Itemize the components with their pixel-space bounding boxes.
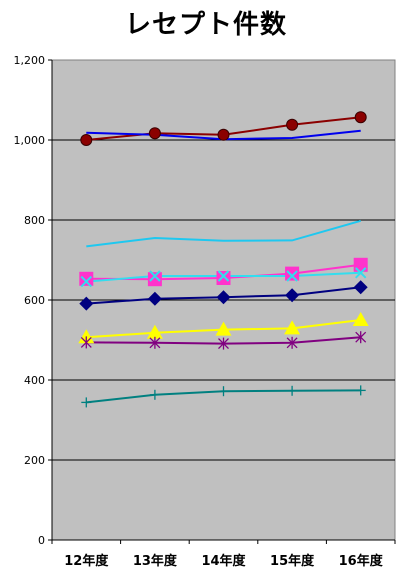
series-markers-8	[80, 331, 367, 350]
circle-marker	[148, 127, 161, 140]
square-marker	[216, 271, 231, 285]
y-tick-label: 400	[24, 374, 45, 387]
plus-marker	[355, 385, 366, 396]
x-marker	[80, 275, 93, 288]
square-marker	[353, 257, 368, 272]
x-tick-label: 13年度	[133, 553, 178, 569]
circle-marker	[80, 134, 93, 146]
plus-marker	[218, 386, 229, 397]
y-tick-label: 200	[24, 454, 45, 467]
asterisk-marker	[218, 337, 229, 350]
series-markers-5	[80, 267, 367, 288]
triangle-marker	[146, 324, 163, 339]
y-tick-label: 600	[24, 294, 45, 307]
x-marker	[354, 267, 367, 279]
x-tick-label: 12年度	[64, 553, 109, 569]
triangle-marker	[78, 329, 95, 344]
y-tick-label: 0	[38, 534, 45, 547]
x-marker	[149, 270, 161, 282]
triangle-marker	[284, 320, 301, 335]
plus-marker	[287, 385, 298, 396]
series-line-3	[86, 219, 361, 248]
square-marker	[285, 266, 300, 281]
asterisk-marker	[286, 336, 298, 349]
diamond-marker	[216, 290, 231, 305]
diamond-marker	[79, 296, 94, 311]
y-tick-label: 1,200	[14, 54, 46, 67]
y-tick-label: 1,000	[14, 134, 46, 147]
circle-marker	[354, 111, 367, 124]
x-tick-label: 16年度	[339, 553, 384, 569]
asterisk-marker	[355, 331, 367, 344]
plus-marker	[149, 389, 160, 400]
y-tick-label: 800	[24, 214, 45, 227]
x-tick-label: 15年度	[270, 553, 315, 569]
plus-marker	[81, 397, 92, 408]
diamond-marker	[147, 291, 162, 306]
asterisk-marker	[149, 336, 161, 349]
asterisk-marker	[80, 336, 92, 349]
diamond-marker	[353, 280, 368, 295]
square-marker	[79, 271, 94, 286]
triangle-marker	[352, 312, 369, 326]
x-tick-label: 14年度	[201, 553, 246, 569]
series-markers	[78, 111, 369, 408]
x-marker	[286, 270, 298, 282]
series-markers-9	[81, 385, 366, 408]
series-markers-7	[78, 312, 369, 344]
square-marker	[147, 272, 162, 287]
diamond-marker	[285, 288, 300, 303]
circle-marker	[217, 128, 230, 141]
tick-labels: 0 200 400 600 800 1,000 1,200 12年度 13年度 14年度 15年度 1…	[14, 54, 384, 569]
chart-title: レセプト件数	[124, 10, 287, 40]
axes	[48, 59, 396, 544]
series-markers-6	[79, 280, 368, 311]
circle-marker	[286, 118, 299, 131]
x-marker	[217, 270, 230, 282]
triangle-marker	[215, 321, 232, 336]
series-markers-1	[80, 111, 367, 146]
